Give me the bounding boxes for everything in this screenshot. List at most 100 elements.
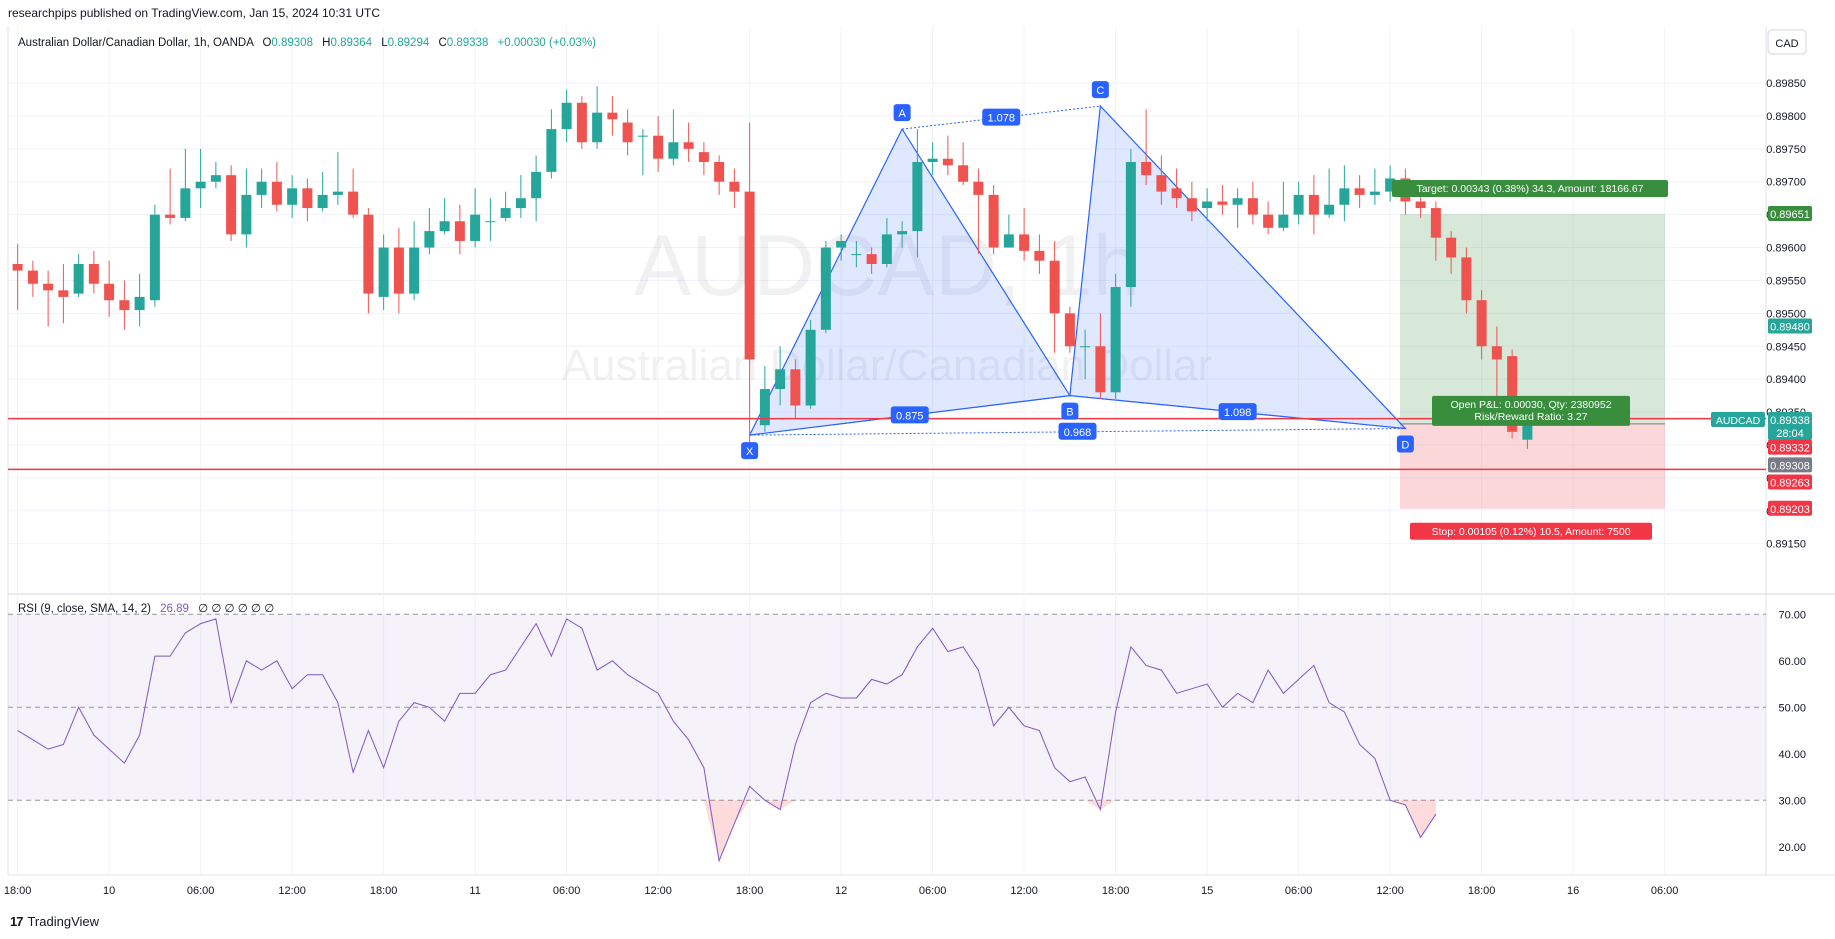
candle-body: [668, 142, 679, 159]
pattern-ratio-line-ac: [902, 105, 1101, 130]
pattern-ratio-line-xd: [749, 428, 1406, 436]
candle-body: [836, 240, 847, 248]
ratio-bd-label-bg: [1218, 403, 1257, 421]
stop-label-text: Stop: 0.00105 (0.12%) 10.5, Amount: 7500: [1431, 526, 1630, 538]
price-tag: [1768, 411, 1812, 427]
candle-body: [1507, 356, 1518, 432]
time-tick-label: 12:00: [1010, 885, 1038, 897]
candle-body: [1095, 346, 1106, 393]
rsi-legend[interactable]: RSI (9, close, SMA, 14, 2) 26.89 ∅ ∅ ∅ ∅…: [18, 603, 274, 615]
candle-body: [500, 208, 511, 218]
pattern-point-b-bg: [1061, 402, 1079, 420]
price-tick-label: 0.89500: [1766, 308, 1806, 320]
candle-body: [1415, 201, 1426, 209]
candle-body: [302, 188, 313, 209]
candle-body: [653, 135, 664, 159]
candle-body: [592, 112, 603, 143]
candle-body: [683, 142, 694, 149]
price-tick-label: 0.89150: [1766, 539, 1806, 551]
pattern-point-a-bg: [893, 104, 911, 122]
ohlc-open: 0.89308: [271, 37, 313, 49]
ratio-ac-label: 1.078: [987, 113, 1015, 125]
time-tick-label: 18:00: [1102, 885, 1130, 897]
candle-body: [805, 329, 816, 406]
rsi-tick-label: 50.00: [1778, 702, 1806, 714]
ratio-xb-label: 0.875: [896, 410, 924, 422]
ohlc-low: 0.89294: [388, 37, 430, 49]
brand-name: TradingView: [27, 914, 100, 929]
stop-label-bg: [1410, 522, 1652, 540]
candle-body: [1491, 346, 1502, 360]
pattern-point-x: X: [746, 446, 754, 458]
target-label-bg: [1392, 179, 1668, 197]
candle-body: [607, 112, 618, 120]
candle-body: [1522, 419, 1533, 440]
candle-body: [1430, 208, 1441, 238]
ratio-xb-label-bg: [890, 406, 929, 424]
candle-body: [424, 231, 435, 248]
price-tag-label: 0.89338: [1770, 415, 1810, 427]
candle-body: [149, 214, 160, 301]
candle-body: [1080, 346, 1091, 348]
candle-body: [317, 194, 328, 209]
candle-body: [1217, 201, 1228, 205]
candle-body: [88, 264, 99, 284]
pnl-label-bg: [1432, 395, 1630, 426]
target-zone: [1400, 213, 1665, 424]
candlestick-series: [12, 86, 1533, 449]
candle-body: [775, 369, 786, 390]
candle-body: [409, 247, 420, 294]
published-info: researchpips published on TradingView.co…: [8, 6, 381, 20]
candle-body: [134, 296, 145, 311]
position-labels: Target: 0.00343 (0.38%) 34.3, Amount: 18…: [1392, 179, 1668, 540]
candle-body: [439, 221, 450, 232]
ohlc-low-label: L: [381, 37, 388, 49]
price-tick-label: 0.89550: [1766, 275, 1806, 287]
time-tick-label: 12:00: [1376, 885, 1404, 897]
price-tag: [1768, 500, 1812, 516]
candle-body: [531, 171, 542, 199]
candle-body: [820, 247, 831, 330]
rsi-extra: ∅ ∅ ∅ ∅ ∅ ∅: [198, 603, 274, 615]
ohlc-close-label: C: [438, 37, 446, 49]
rsi-band-fill: [8, 614, 1766, 801]
candle-body: [622, 122, 633, 143]
candle-body: [790, 369, 801, 406]
candle-body: [973, 181, 984, 195]
candle-body: [119, 300, 130, 311]
ohlc-open-label: O: [262, 37, 271, 49]
harmonic-pattern[interactable]: [748, 104, 1407, 436]
price-tag: [1768, 457, 1812, 473]
price-tag: [1768, 318, 1812, 334]
candle-body: [1064, 313, 1075, 347]
candle-body: [1019, 234, 1030, 251]
candle-body: [1278, 214, 1289, 228]
time-tick-label: 12: [835, 885, 847, 897]
candle-body: [1110, 287, 1121, 393]
candle-body: [226, 175, 237, 235]
price-tag-label: 28:04: [1776, 428, 1804, 440]
pattern-point-x-bg: [741, 442, 759, 460]
candle-body: [851, 254, 862, 256]
candle-body: [515, 198, 526, 209]
candle-body: [1049, 260, 1060, 314]
candle-body: [1339, 188, 1350, 205]
time-tick-label: 06:00: [553, 885, 581, 897]
currency-button[interactable]: [1767, 29, 1807, 55]
long-position-zones[interactable]: [1400, 213, 1665, 509]
ohlc-high-label: H: [322, 37, 330, 49]
symbol-legend[interactable]: Australian Dollar/Canadian Dollar, 1h, O…: [18, 37, 596, 49]
candle-body: [637, 135, 648, 137]
rsi-oversold-fill: [1100, 800, 1116, 810]
time-axis[interactable]: 18:00 10 06:00 12:00 18:00 11 06:00 12:00 18:00 1…: [4, 885, 1679, 897]
rsi-tick-label: 60.00: [1778, 656, 1806, 668]
pnl-label-text: Risk/Reward Ratio: 3.27: [1474, 411, 1587, 423]
candle-body: [897, 231, 908, 235]
candle-body: [1385, 178, 1396, 192]
price-tag-label: 0.89308: [1770, 460, 1810, 472]
candle-body: [988, 194, 999, 248]
ratio-xd-label-bg: [1058, 422, 1097, 440]
rsi-oversold-fill: [780, 800, 796, 810]
